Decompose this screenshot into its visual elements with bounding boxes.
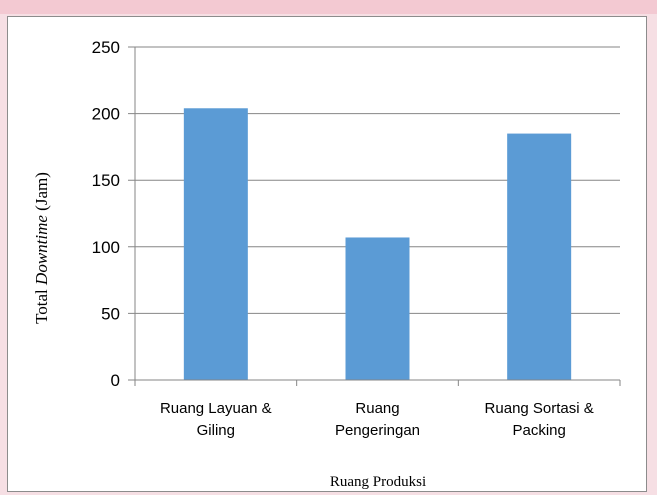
bars (183, 108, 572, 380)
y-tick-label: 150 (92, 171, 120, 190)
y-tick-label: 100 (92, 238, 120, 257)
y-tick-label: 250 (92, 38, 120, 57)
x-tick-label: Ruang Layuan & Giling (160, 400, 272, 439)
bar-1 (183, 108, 248, 380)
bar-3 (507, 133, 572, 380)
y-tick-label: 50 (101, 304, 120, 323)
y-tick-label: 200 (92, 105, 120, 124)
x-tick-label-line: Ruang (355, 400, 399, 417)
x-tick-label-line: Giling (197, 422, 235, 439)
y-axis-title: Total Downtime (Jam) (32, 172, 51, 324)
y-tick-label: 0 (111, 371, 120, 390)
x-tick-label-line: Ruang Layuan & (160, 400, 272, 417)
x-tick-label-line: Pengeringan (335, 422, 420, 439)
x-tick-label-line: Packing (512, 422, 565, 439)
y-tick-labels: 0 50 100 150 200 250 (92, 38, 120, 390)
axes (128, 47, 621, 386)
x-tick-label-line: Ruang Sortasi & (485, 400, 594, 417)
x-tick-label: Ruang Pengeringan (335, 400, 420, 439)
x-axis-title: Ruang Produksi (330, 474, 426, 490)
x-tick-label: Ruang Sortasi & Packing (485, 400, 594, 439)
bar-2 (345, 237, 410, 380)
page-background-band (0, 0, 657, 14)
